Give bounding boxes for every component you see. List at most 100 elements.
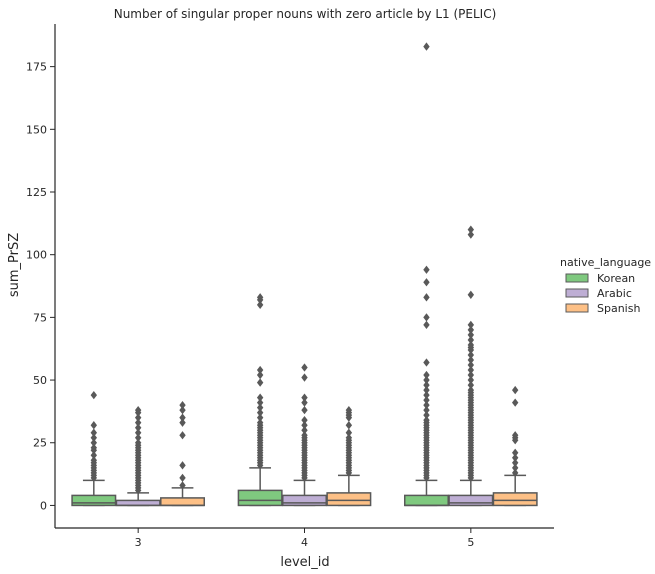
outlier-point	[345, 428, 353, 437]
outlier-point	[467, 380, 475, 390]
outlier-point	[511, 448, 519, 457]
y-tick-label: 125	[26, 186, 47, 199]
outlier-point	[301, 416, 308, 425]
outlier-point	[179, 400, 186, 410]
outlier-point	[256, 370, 264, 380]
outlier-point	[467, 340, 475, 350]
y-tick-label: 175	[26, 61, 47, 74]
box	[403, 494, 449, 507]
outlier-point	[90, 456, 98, 465]
outlier-point	[423, 390, 430, 400]
outlier-point	[301, 363, 308, 372]
outlier-point	[256, 398, 264, 407]
outlier-point	[467, 375, 475, 385]
x-axis-label: level_id	[280, 555, 329, 570]
outlier-point	[423, 405, 430, 415]
y-tick-label: 0	[40, 499, 47, 512]
outlier-point	[256, 365, 264, 375]
legend-swatch	[565, 303, 589, 313]
legend: native_language Korean Arabic Spanish	[560, 256, 651, 315]
outlier-point	[301, 421, 308, 430]
legend-label: Korean	[597, 272, 635, 285]
legend-title: native_language	[560, 256, 651, 269]
box-group	[403, 42, 449, 507]
outlier-point	[467, 225, 475, 234]
outlier-point	[256, 408, 264, 417]
box-group	[237, 293, 283, 507]
outlier-point	[179, 413, 186, 422]
outlier-point	[134, 405, 142, 415]
box-group	[160, 400, 206, 507]
outlier-point	[467, 370, 475, 380]
outlier-point	[467, 330, 475, 340]
legend-swatch	[565, 273, 589, 283]
outlier-point	[511, 385, 519, 395]
box	[160, 497, 206, 507]
outlier-point	[423, 42, 430, 51]
outlier-point	[423, 411, 430, 420]
outlier-point	[90, 438, 98, 447]
outlier-point	[467, 385, 475, 395]
legend-swatch	[565, 288, 589, 298]
box-group	[282, 363, 327, 507]
outlier-point	[511, 458, 519, 467]
box	[448, 494, 494, 507]
box-group	[448, 225, 494, 507]
box-group	[492, 385, 538, 507]
box	[326, 492, 372, 507]
outlier-point	[467, 365, 475, 375]
x-tick-label: 5	[467, 536, 474, 549]
box-group	[326, 405, 372, 507]
outlier-point	[90, 443, 98, 452]
outlier-point	[423, 385, 430, 395]
outlier-point	[423, 358, 430, 367]
outlier-point	[256, 413, 264, 422]
y-axis-label: sum_PrSZ	[7, 233, 22, 297]
y-tick-label: 75	[33, 311, 47, 324]
x-tick-label: 3	[135, 536, 142, 549]
outlier-point	[256, 418, 264, 427]
box-group	[115, 405, 161, 507]
x-tick-label: 4	[301, 536, 308, 549]
outlier-point	[256, 403, 264, 412]
box	[492, 492, 538, 507]
outlier-point	[511, 463, 519, 472]
box	[237, 489, 283, 507]
outlier-point	[179, 405, 186, 415]
outlier-point	[423, 293, 430, 302]
outlier-point	[179, 418, 186, 427]
outlier-point	[134, 433, 142, 442]
outlier-point	[467, 230, 475, 239]
outlier-point	[345, 421, 353, 430]
outlier-point	[423, 395, 430, 405]
outlier-point	[345, 405, 353, 415]
outlier-point	[179, 461, 186, 470]
outlier-point	[467, 325, 475, 335]
outlier-point	[423, 313, 430, 322]
outlier-point	[467, 335, 475, 345]
outlier-point	[467, 360, 475, 370]
outlier-point	[345, 433, 353, 442]
outlier-point	[423, 400, 430, 410]
outlier-point	[423, 370, 430, 380]
box-group	[71, 390, 117, 507]
legend-label: Spanish	[597, 302, 640, 315]
y-tick-label: 100	[26, 249, 47, 262]
outlier-point	[423, 278, 430, 287]
outlier-point	[134, 418, 142, 427]
outlier-point	[134, 428, 142, 437]
outlier-point	[301, 426, 308, 435]
outlier-point	[179, 481, 186, 490]
outlier-point	[301, 393, 308, 402]
axes: 0 25 50 75 100 125 150 175 3 4 5	[26, 24, 554, 549]
outlier-point	[301, 398, 308, 407]
outlier-point	[90, 390, 98, 400]
box	[282, 494, 327, 507]
outlier-point	[423, 380, 430, 390]
outlier-point	[511, 431, 519, 440]
outlier-point	[134, 438, 142, 447]
outlier-point	[467, 290, 475, 299]
outlier-point	[301, 431, 308, 440]
outlier-point	[511, 398, 519, 407]
